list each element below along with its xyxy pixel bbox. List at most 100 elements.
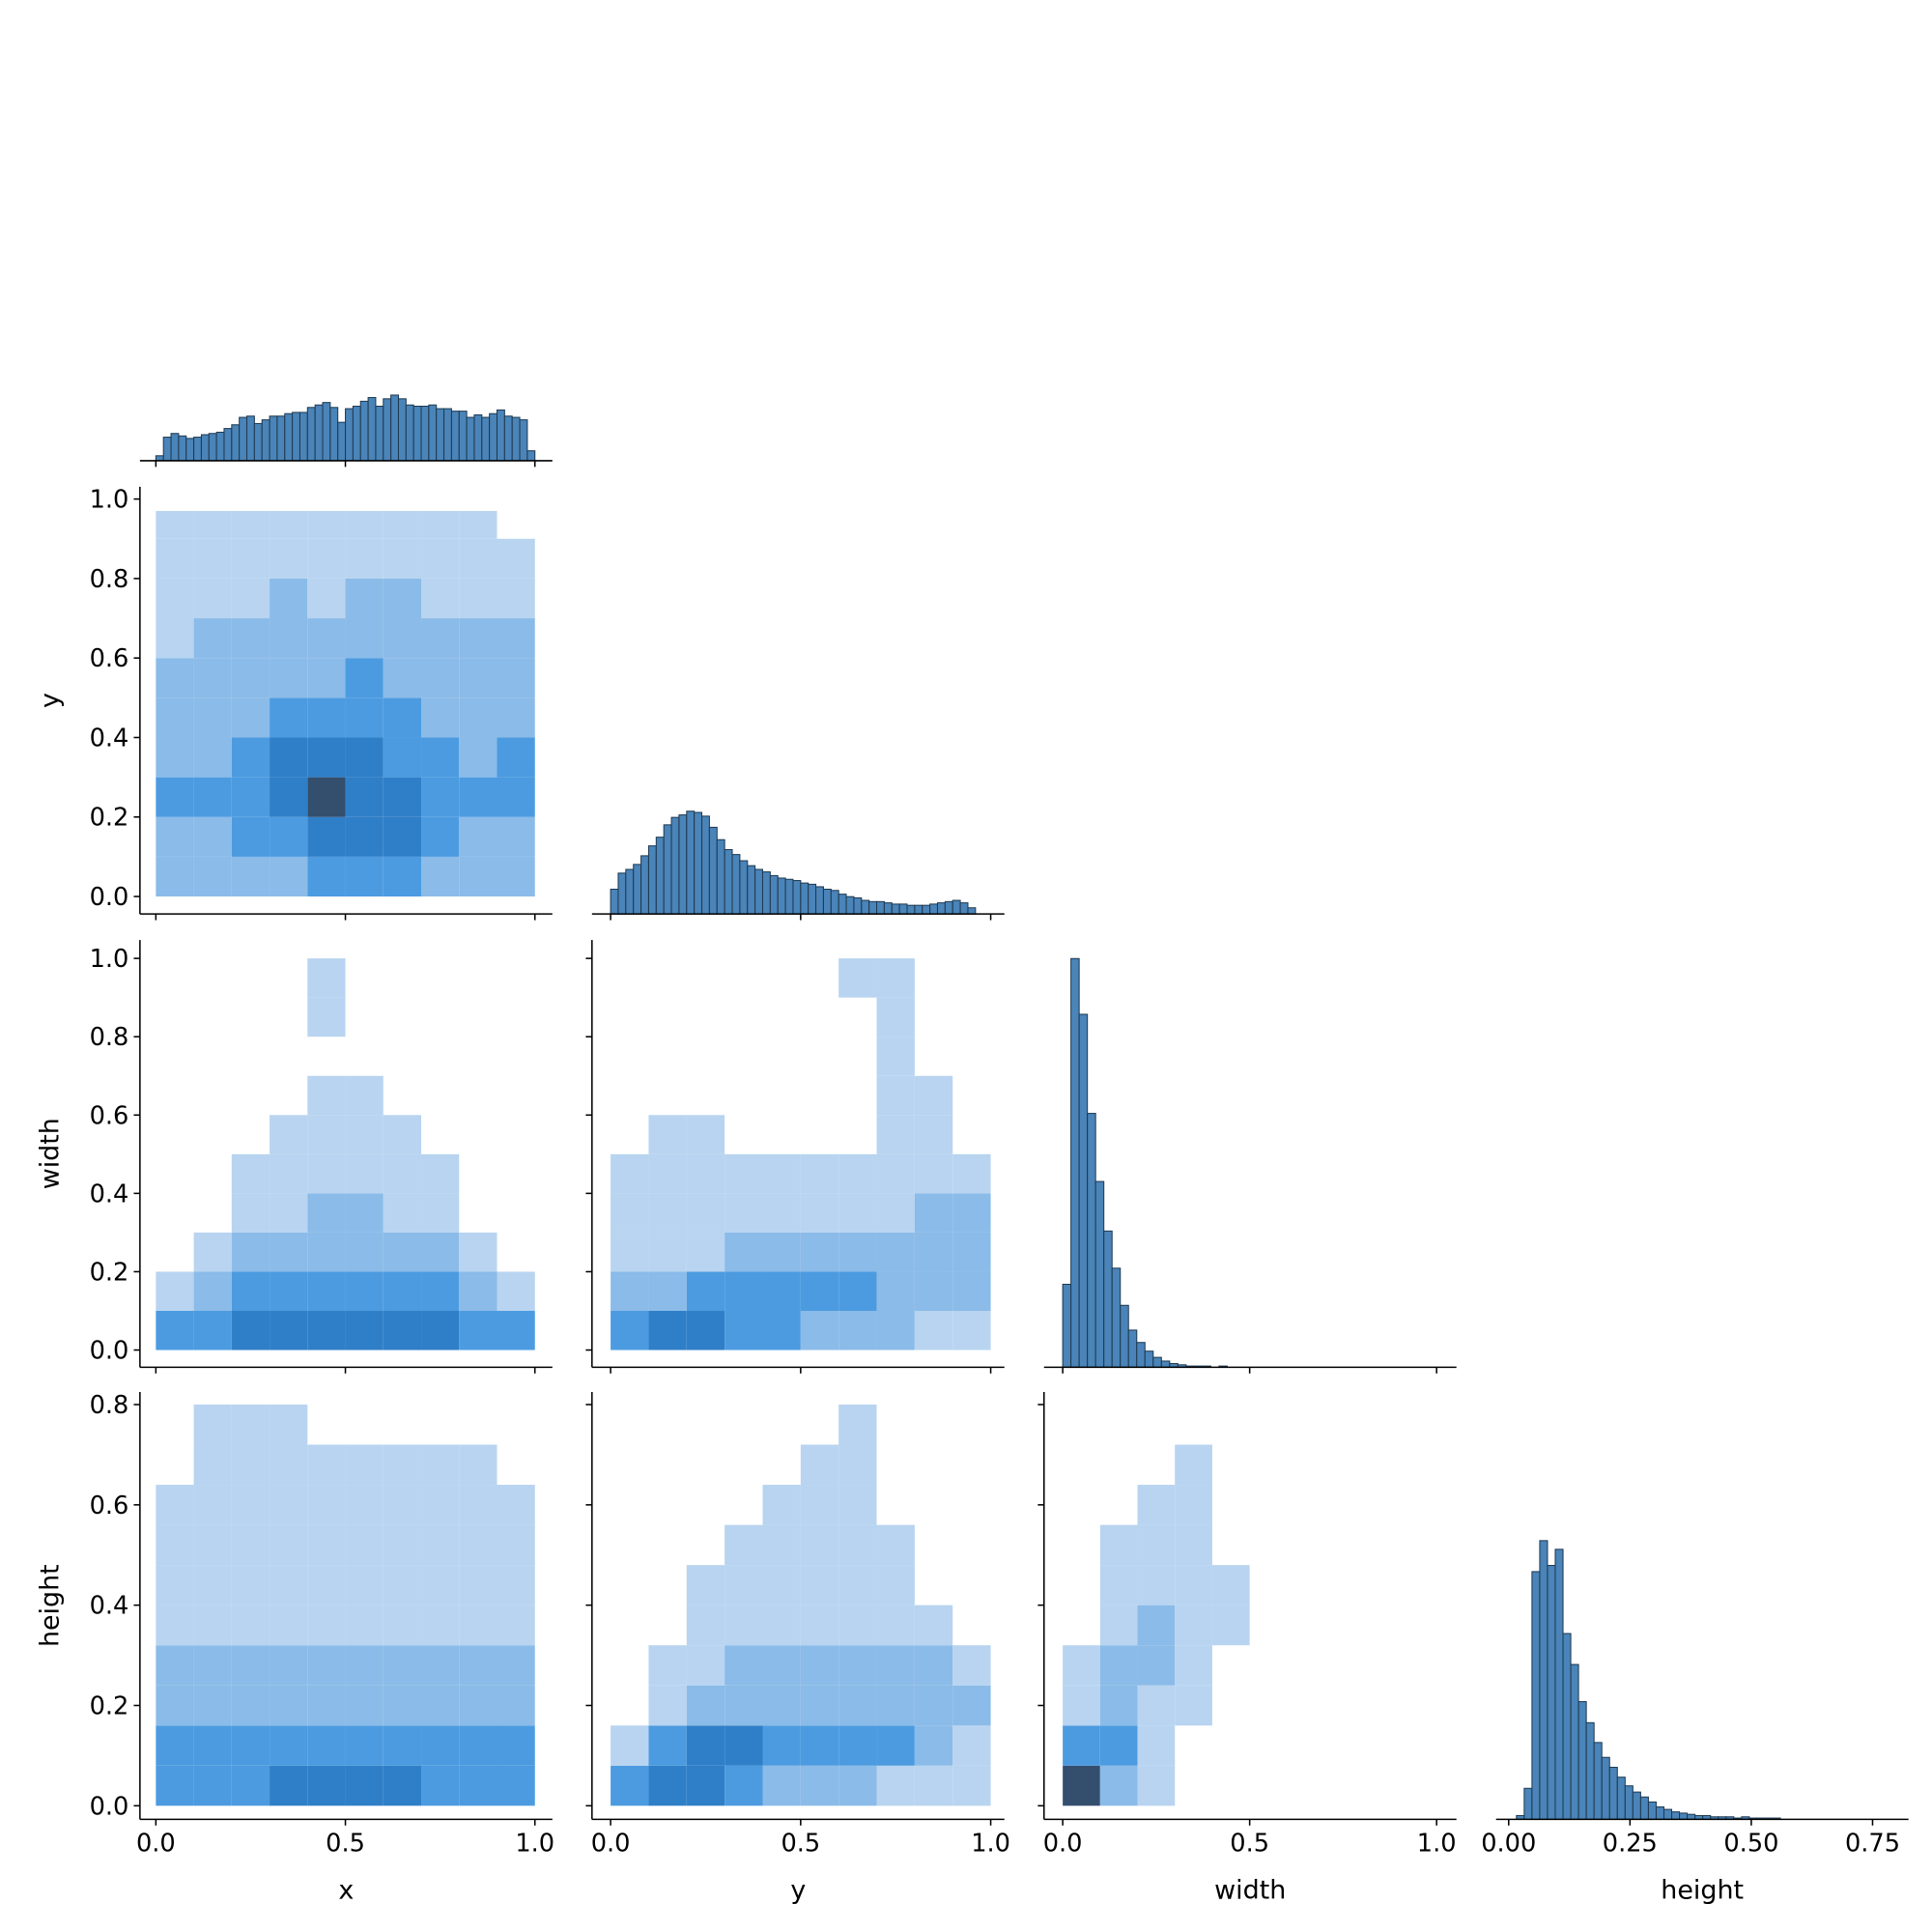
heat-cell: [838, 1037, 876, 1076]
hist-bar: [170, 433, 180, 462]
heat-cell: [686, 1115, 725, 1154]
heat-cell: [270, 1076, 307, 1116]
heat-cell: [383, 1193, 422, 1233]
heat-cell: [421, 538, 460, 579]
heat-cell: [193, 1605, 232, 1646]
heat-cell: [156, 998, 193, 1037]
hist-bar: [1632, 1791, 1641, 1820]
heat-cell: [383, 1115, 422, 1154]
heat-cell: [383, 777, 422, 817]
heat-cell: [421, 958, 459, 998]
heat-cell: [1137, 1685, 1176, 1726]
x-tick-label: 0.25: [1603, 1830, 1658, 1859]
heat-cell: [1399, 1766, 1436, 1806]
hist-bar: [185, 438, 195, 462]
y-tick-label: 0.0: [90, 883, 129, 912]
heat-cell: [459, 1685, 497, 1726]
heat-cell: [1099, 1765, 1138, 1806]
hist-bar: [861, 899, 870, 915]
hist-bar: [761, 871, 771, 915]
heat-cell: [762, 1271, 801, 1312]
heat-cell: [193, 856, 232, 897]
heat-cell: [232, 1076, 270, 1116]
heat-cell: [231, 1645, 270, 1686]
heat-cell: [459, 1565, 497, 1605]
heat-cell: [801, 958, 838, 998]
heat-cell: [231, 1271, 270, 1312]
heat-cell: [1099, 1524, 1138, 1566]
heat-cell: [307, 958, 346, 998]
heat-cell: [383, 1311, 422, 1350]
heat-cell: [421, 618, 460, 659]
heat-cell: [459, 737, 497, 778]
hist-bar: [345, 408, 354, 462]
heat-cell: [876, 1311, 915, 1350]
heat-cell: [231, 1524, 270, 1566]
hist-bar: [397, 398, 407, 462]
heat-cell: [648, 1485, 686, 1525]
heat-cell: [421, 1115, 459, 1154]
heat-cell: [156, 510, 194, 539]
heat-cell: [1399, 1645, 1436, 1686]
heat-cell: [876, 1645, 915, 1686]
heat-cell: [724, 1193, 763, 1233]
heat-cell: [231, 1565, 270, 1605]
heat-cell: [648, 1605, 686, 1646]
y-axis-label: width: [35, 1118, 65, 1189]
heat-cell: [648, 1445, 686, 1486]
hist-bar: [800, 882, 810, 915]
heat-cell: [383, 538, 422, 579]
heat-cell: [952, 1076, 990, 1116]
heat-cell: [686, 1645, 725, 1686]
heat-cell: [1287, 1405, 1324, 1445]
heat-cell: [952, 1232, 991, 1272]
heat-cell: [762, 1524, 801, 1566]
hist-bar: [617, 872, 627, 915]
y-tick-label: 0.6: [90, 644, 129, 673]
heat-cell: [307, 1271, 346, 1312]
heat-cell: [1175, 1405, 1212, 1445]
heat-cell: [1063, 1445, 1100, 1486]
heat-cell: [876, 1605, 915, 1646]
heat-cell: [611, 1037, 648, 1076]
heat-cell: [1137, 1485, 1176, 1525]
hist-bar: [959, 902, 969, 915]
y-tick-label: 1.0: [90, 486, 129, 515]
hist-bar: [489, 412, 498, 462]
heat-cell: [1211, 1605, 1250, 1646]
heat-cell: [611, 1605, 648, 1646]
heat-cell: [801, 998, 838, 1037]
hist-bar: [276, 415, 286, 462]
heat-cell: [1362, 1485, 1400, 1525]
heat-cell: [421, 777, 460, 817]
heat-cell: [193, 1444, 232, 1486]
hist-bar: [1547, 1565, 1556, 1820]
heat-cell: [421, 1311, 460, 1350]
heat-cell: [345, 1075, 384, 1116]
heat-cell: [193, 510, 232, 539]
heat-cell: [459, 1193, 497, 1233]
heat-cell: [1212, 1725, 1250, 1766]
heat-cell: [1137, 1765, 1176, 1806]
heat-cell: [800, 1271, 839, 1312]
x-tick-label: 0.50: [1723, 1830, 1778, 1859]
heat-cell: [270, 1485, 308, 1525]
heat-cell: [459, 1524, 497, 1566]
heat-cell: [497, 697, 535, 738]
heat-cell: [1399, 1405, 1436, 1445]
heat-cell: [648, 1525, 686, 1566]
heat-cell: [497, 1605, 535, 1646]
x-tick-label: 0.0: [591, 1830, 631, 1859]
heat-cell: [345, 1271, 384, 1312]
heat-cell: [1287, 1525, 1324, 1566]
heat-cell: [611, 1405, 648, 1445]
heat-cell: [459, 1485, 497, 1525]
hist-bar: [473, 413, 483, 462]
heat-cell: [232, 998, 270, 1037]
heat-cell: [193, 538, 232, 579]
heat-cell: [345, 1311, 384, 1350]
heat-cell: [307, 1605, 346, 1646]
heat-cell: [307, 1075, 346, 1116]
heat-cell: [270, 737, 308, 778]
hist-bar: [1577, 1701, 1587, 1820]
